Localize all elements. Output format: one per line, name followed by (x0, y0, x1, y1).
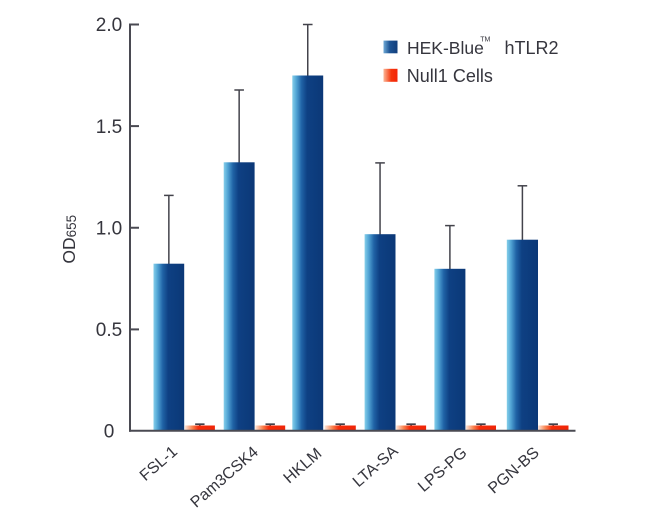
svg-text:hTLR2: hTLR2 (505, 38, 559, 58)
svg-text:OD655: OD655 (59, 215, 79, 264)
svg-text:2.0: 2.0 (96, 15, 122, 36)
svg-text:1.0: 1.0 (96, 218, 122, 239)
svg-text:Null1 Cells: Null1 Cells (407, 66, 493, 86)
svg-text:0.5: 0.5 (96, 320, 122, 341)
svg-text:1.5: 1.5 (96, 117, 122, 138)
svg-text:TM: TM (480, 36, 490, 43)
svg-text:HEK-Blue: HEK-Blue (407, 38, 484, 58)
svg-text:0: 0 (104, 422, 115, 443)
